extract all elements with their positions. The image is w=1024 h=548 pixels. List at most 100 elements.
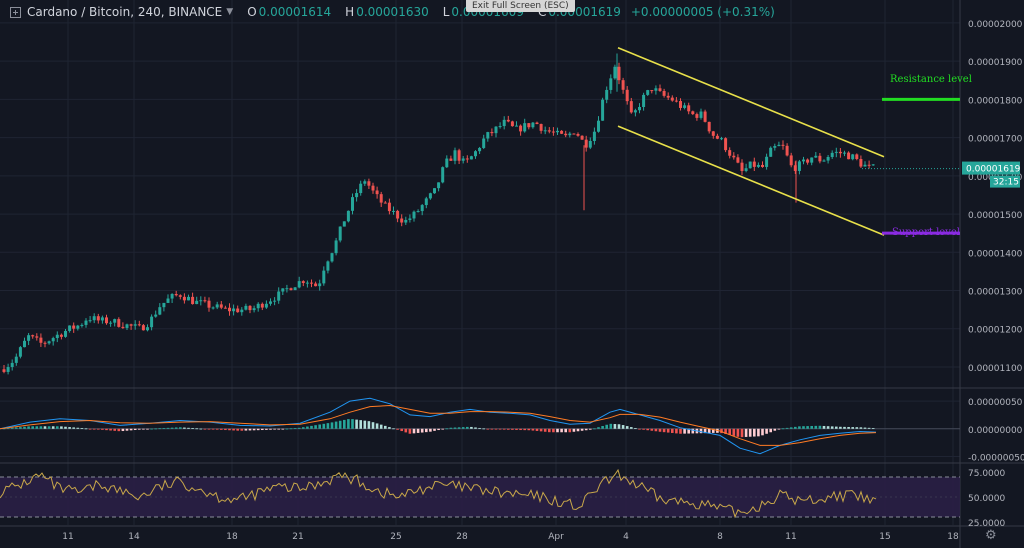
candle-body	[527, 123, 531, 128]
macd-histogram-bar	[835, 426, 838, 429]
x-tick-label: Apr	[548, 532, 564, 542]
candle-body	[154, 314, 158, 317]
expand-icon[interactable]	[10, 6, 21, 18]
macd-histogram-bar	[35, 426, 39, 429]
macd-histogram-bar	[863, 427, 867, 429]
macd-histogram-bar	[215, 428, 219, 430]
candle-body	[256, 303, 260, 309]
macd-histogram-bar	[88, 428, 92, 430]
candle-body	[715, 135, 719, 139]
candle-body	[580, 135, 584, 140]
macd-histogram-bar	[43, 426, 47, 429]
chevron-down-icon[interactable]: ▼	[226, 7, 234, 17]
candle-body	[355, 193, 359, 198]
price-tick-label: 0.00001900	[968, 58, 1023, 68]
macd-histogram-bar	[80, 428, 84, 429]
candle-body	[289, 288, 293, 291]
macd-histogram-bar	[273, 428, 276, 430]
macd-histogram-bar	[814, 425, 818, 429]
macd-histogram-bar	[531, 428, 535, 431]
candle-body	[469, 156, 473, 160]
macd-histogram-bar	[871, 428, 875, 429]
macd-histogram-bar	[60, 426, 63, 429]
candle-body	[568, 133, 572, 136]
candle-body	[642, 94, 646, 108]
candle-body	[203, 300, 207, 302]
candle-body	[728, 150, 732, 156]
macd-histogram-bar	[785, 427, 789, 429]
gear-icon[interactable]: ⚙	[985, 528, 997, 543]
macd-histogram-bar	[318, 424, 321, 429]
macd-histogram-bar	[724, 428, 727, 435]
candle-body	[318, 283, 322, 287]
price-tags: 0.00001619 32:15	[862, 161, 1021, 188]
x-tick-label: 4	[623, 532, 629, 542]
macd-histogram-bar	[302, 427, 305, 429]
macd-histogram-bar	[269, 428, 272, 430]
candle-body	[228, 307, 231, 312]
candle-body	[711, 131, 715, 136]
candle-body	[761, 164, 764, 167]
macd-histogram-bar	[179, 427, 182, 429]
macd-histogram-bar	[560, 428, 563, 433]
candle-body	[105, 317, 108, 324]
candle-body	[199, 300, 203, 302]
channel-upper-line	[617, 47, 885, 158]
high-label: H	[345, 5, 355, 19]
macd-histogram-bar	[732, 428, 736, 436]
macd-histogram-bar	[6, 428, 10, 429]
exit-fullscreen-button[interactable]: Exit Full Screen (ESC)	[466, 0, 575, 12]
candle-body	[322, 270, 326, 284]
signal-line	[0, 404, 877, 446]
macd-histogram-bar	[183, 427, 186, 429]
macd-histogram-bar	[654, 428, 658, 432]
candle-body	[326, 261, 330, 271]
macd-histogram-bar	[699, 428, 703, 434]
candle-body	[769, 147, 773, 157]
macd-histogram-bar	[408, 428, 412, 434]
macd-histogram-bar	[548, 428, 551, 433]
macd-histogram-bar	[437, 428, 440, 431]
candle-body	[223, 307, 227, 309]
candle-body	[334, 240, 338, 254]
macd-histogram-bar	[285, 428, 289, 430]
candle-body	[613, 66, 617, 79]
candle-body	[207, 300, 211, 308]
candle-body	[859, 158, 863, 167]
candle-body	[851, 154, 855, 160]
countdown-text: 32:15	[993, 178, 1019, 188]
candle-body	[27, 335, 31, 341]
price-tick-label: 0.00001100	[968, 364, 1023, 374]
candle-body	[351, 197, 354, 211]
macd-histogram-bar	[859, 427, 863, 429]
candle-body	[310, 282, 313, 284]
candle-body	[346, 210, 350, 222]
candle-body	[441, 167, 445, 183]
candle-body	[551, 131, 555, 133]
macd-histogram-bar	[494, 428, 498, 430]
candle-body	[64, 330, 67, 337]
macd-histogram-bar	[51, 426, 55, 429]
macd-histogram-bar	[461, 427, 465, 429]
candle-body	[301, 281, 305, 284]
descending-channel	[617, 47, 885, 236]
candle-body	[43, 342, 47, 344]
candle-body	[215, 304, 219, 308]
candle-body	[756, 164, 760, 167]
candle-body	[367, 181, 371, 186]
open-value: 0.00001614	[258, 5, 332, 19]
macd-histogram-bar	[642, 428, 645, 430]
macd-histogram-bar	[277, 428, 280, 430]
candle-body	[629, 101, 633, 113]
macd-histogram-bar	[310, 425, 313, 429]
macd-histogram-bar	[822, 425, 826, 429]
macd-histogram-bar	[232, 428, 235, 431]
macd-histogram-bar	[224, 428, 227, 431]
symbol-title[interactable]: Cardano / Bitcoin, 240, BINANCE	[27, 5, 223, 19]
macd-histogram-bar	[84, 428, 88, 430]
candle-body	[695, 114, 699, 118]
candle-body	[863, 164, 867, 167]
candle-body	[707, 121, 711, 132]
candle-body	[789, 155, 793, 166]
